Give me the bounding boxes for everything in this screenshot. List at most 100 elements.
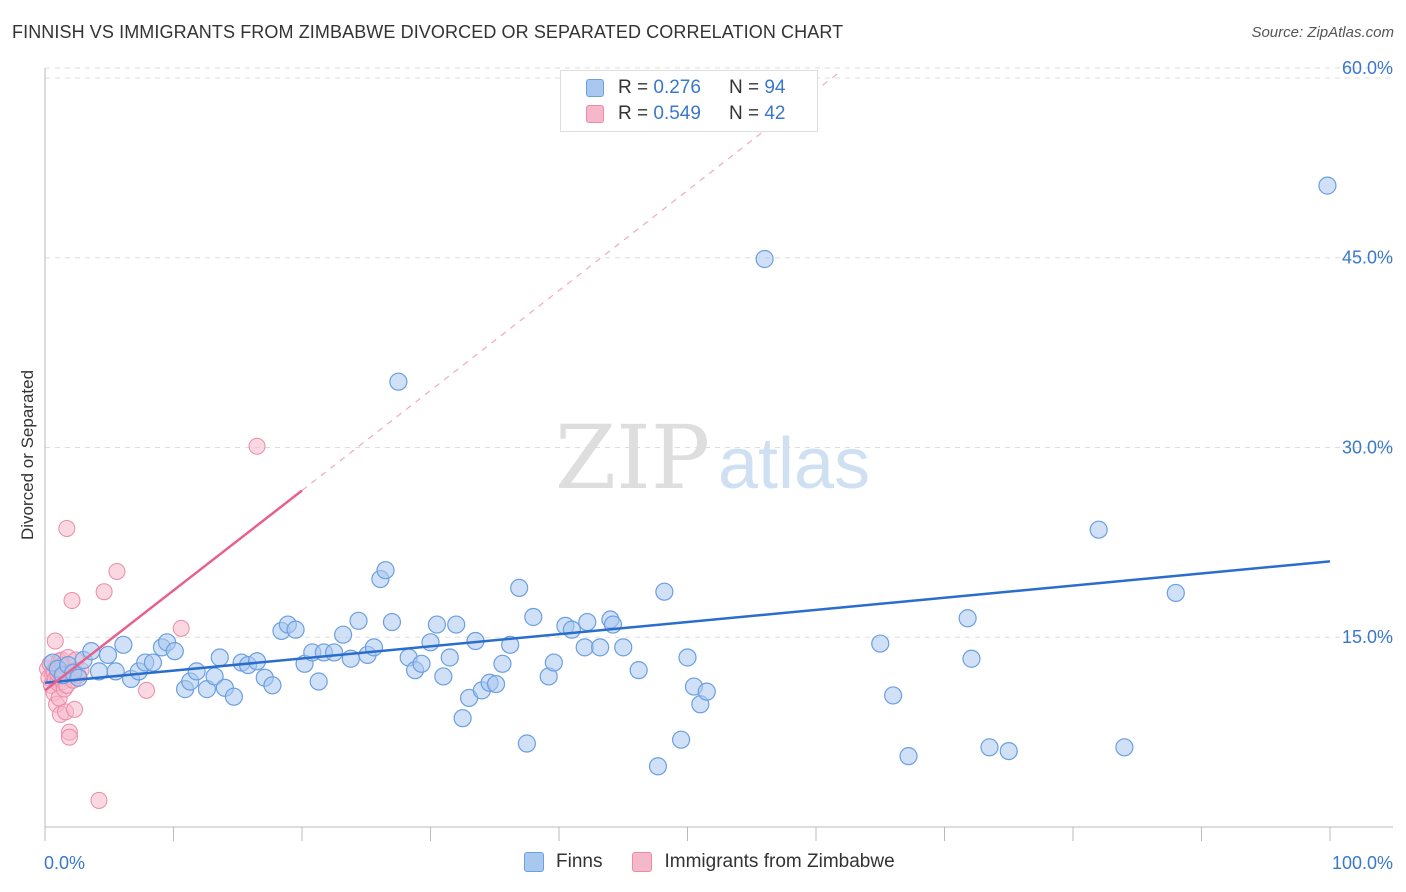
finns-point — [382, 612, 402, 632]
finns-point — [325, 643, 344, 662]
finns-point — [210, 648, 229, 667]
finns-point — [69, 668, 88, 687]
finns-point — [755, 249, 774, 269]
y-tick-label: 45.0% — [1342, 248, 1393, 268]
zimbabwe-point — [63, 592, 81, 610]
x-tick-label-max: 100.0% — [1332, 853, 1393, 873]
finns-point — [286, 620, 305, 639]
source-label: Source: ZipAtlas.com — [1251, 24, 1394, 41]
zimbabwe-point — [172, 619, 190, 637]
finns-point — [165, 642, 184, 661]
finns-point — [980, 738, 999, 757]
finns-point — [524, 607, 543, 627]
finns-point — [999, 741, 1018, 761]
zimbabwe-trend-extension — [301, 70, 843, 491]
zimbabwe-point — [66, 700, 84, 718]
y-axis-label: Divorced or Separated — [18, 370, 37, 540]
series-legend-finns: Finns — [524, 851, 602, 873]
x-tick-label-min: 0.0% — [44, 853, 85, 873]
finns-point — [1318, 176, 1337, 195]
chart-title: FINNISH VS IMMIGRANTS FROM ZIMBABWE DIVO… — [12, 22, 844, 42]
finns-point — [871, 634, 890, 653]
finns-point — [427, 615, 447, 634]
zimbabwe-trend-line — [44, 489, 303, 692]
legend-n-label: N = — [728, 77, 760, 98]
finns-point — [434, 667, 453, 686]
legend-swatch-finns — [586, 79, 604, 97]
finns-point — [440, 648, 459, 667]
watermark-zip: ZIP — [555, 406, 710, 509]
series-legend: Finns Immigrants from Zimbabwe — [524, 851, 925, 873]
series-label-zimbabwe: Immigrants from Zimbabwe — [664, 851, 895, 872]
finns-point — [591, 638, 610, 657]
watermark-atlas: atlas — [718, 424, 870, 504]
finns-point — [453, 709, 472, 728]
finns-point — [1115, 738, 1134, 757]
zimbabwe-point — [90, 791, 108, 809]
zimbabwe-point — [138, 681, 156, 699]
finns-point — [962, 649, 981, 668]
finns-point — [501, 635, 520, 654]
finns-point — [544, 653, 563, 672]
finns-point — [671, 730, 691, 749]
finns-point — [349, 611, 368, 630]
series-label-finns: Finns — [556, 851, 603, 872]
finns-point — [486, 674, 506, 694]
finns-point — [114, 635, 133, 654]
finns-point — [376, 561, 395, 580]
finns-point — [263, 676, 282, 695]
finns-point — [412, 654, 431, 673]
series-swatch-zimbabwe — [632, 852, 653, 872]
legend-r-value-finns: 0.276 — [653, 77, 701, 98]
finns-point — [187, 662, 206, 681]
finns-point — [655, 582, 674, 601]
zimbabwe-point — [60, 728, 78, 746]
finns-point — [678, 648, 697, 667]
finns-point — [98, 645, 118, 665]
legend-r-label: R = — [618, 103, 649, 124]
finns-point — [224, 687, 243, 706]
finns-point — [648, 757, 668, 776]
finns-point — [575, 638, 594, 657]
finns-point — [143, 653, 163, 672]
stats-legend: R = 0.276 N = 94 R = 0.549 N = 42 — [560, 70, 818, 132]
legend-n-value-zimbabwe: 42 — [764, 103, 786, 124]
finns-point — [958, 609, 977, 628]
zimbabwe-point — [108, 562, 126, 580]
finns-point — [629, 661, 648, 680]
finns-point — [447, 615, 466, 634]
y-tick-label: 15.0% — [1342, 627, 1393, 647]
finns-point — [697, 682, 716, 701]
finns-point — [562, 620, 581, 639]
legend-row-finns: R = 0.276 N = 94 — [586, 75, 785, 101]
zimbabwe-point — [248, 437, 266, 455]
legend-r-label: R = — [618, 77, 649, 98]
finns-point — [883, 686, 903, 705]
legend-n-value-finns: 94 — [764, 77, 786, 98]
series-legend-zimbabwe: Immigrants from Zimbabwe — [632, 851, 895, 873]
finns-point — [309, 672, 328, 691]
finns-point — [517, 734, 536, 753]
legend-r-value-zimbabwe: 0.549 — [653, 103, 701, 124]
legend-row-zimbabwe: R = 0.549 N = 42 — [586, 101, 785, 127]
finns-point — [510, 578, 529, 598]
finns-point — [1166, 583, 1185, 603]
finns-trend-line — [44, 560, 1331, 685]
finns-point — [421, 633, 440, 652]
finns-point — [334, 625, 353, 644]
y-tick-label: 60.0% — [1342, 58, 1393, 78]
legend-n-label: N = — [728, 103, 760, 124]
finns-point — [493, 654, 512, 673]
finns-point — [614, 638, 633, 657]
finns-point — [1089, 520, 1108, 539]
legend-swatch-zimbabwe — [586, 105, 604, 123]
zimbabwe-point — [46, 632, 64, 650]
finns-point — [899, 747, 918, 766]
y-tick-label: 30.0% — [1342, 437, 1393, 457]
zimbabwe-point — [58, 519, 76, 537]
finns-point — [389, 372, 408, 391]
zimbabwe-point — [95, 583, 113, 601]
series-swatch-finns — [524, 852, 544, 872]
finns-point — [578, 612, 597, 632]
